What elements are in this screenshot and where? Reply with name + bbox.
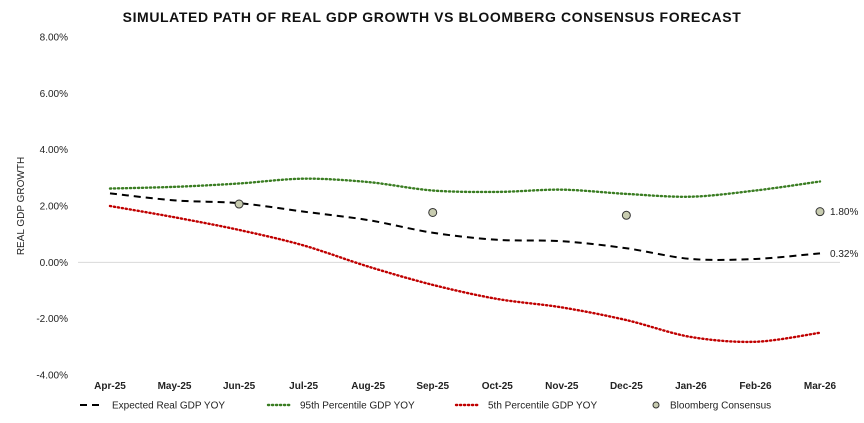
x-tick-label: Mar-26 bbox=[804, 381, 837, 392]
legend-label: Expected Real GDP YOY bbox=[112, 401, 225, 412]
bloomberg-consensus-point bbox=[815, 207, 825, 217]
y-tick-label: -4.00% bbox=[36, 371, 68, 382]
series-layer bbox=[108, 177, 825, 344]
y-tick-label: 0.00% bbox=[40, 258, 68, 269]
x-tick-label: Feb-26 bbox=[739, 381, 772, 392]
end-value-label: 1.80% bbox=[830, 207, 858, 218]
x-tick-label: Jul-25 bbox=[289, 381, 318, 392]
x-tick-label: Jan-26 bbox=[675, 381, 707, 392]
legend-label: 95th Percentile GDP YOY bbox=[300, 401, 415, 412]
y-tick-label: -2.00% bbox=[36, 314, 68, 325]
y-tick-label: 4.00% bbox=[40, 145, 68, 156]
x-tick-label: Aug-25 bbox=[351, 381, 385, 392]
chart-title: SIMULATED PATH OF REAL GDP GROWTH VS BLO… bbox=[123, 9, 742, 25]
y-tick-label: 8.00% bbox=[40, 33, 68, 44]
x-tick-label: Sep-25 bbox=[416, 381, 449, 392]
percentile-5-line bbox=[108, 204, 822, 344]
percentile-95-line bbox=[108, 177, 822, 198]
end-value-label: 0.32% bbox=[830, 249, 858, 260]
bloomberg-consensus-point bbox=[621, 210, 631, 220]
bloomberg-consensus-point bbox=[234, 199, 244, 209]
expected-gdp-line bbox=[109, 192, 821, 261]
legend-marker bbox=[652, 401, 660, 409]
y-tick-label: 2.00% bbox=[40, 202, 68, 213]
y-tick-label: 6.00% bbox=[40, 89, 68, 100]
legend: Expected Real GDP YOY 95th Percentile GDP… bbox=[80, 401, 771, 412]
x-tick-label: Apr-25 bbox=[94, 381, 126, 392]
x-tick-label: Oct-25 bbox=[482, 381, 514, 392]
annotations: 1.80% 0.32% bbox=[830, 207, 858, 260]
y-axis-ticks: 8.00% 6.00% 4.00% 2.00% 0.00% -2.00% -4.00% bbox=[36, 33, 68, 382]
x-axis-ticks: Apr-25 May-25 Jun-25 Jul-25 Aug-25 Sep-25 Oct-… bbox=[94, 381, 836, 392]
x-tick-label: Nov-25 bbox=[545, 381, 579, 392]
bloomberg-consensus-point bbox=[428, 207, 438, 217]
y-axis-label: REAL GDP GROWTH bbox=[16, 157, 27, 255]
x-tick-label: Dec-25 bbox=[610, 381, 643, 392]
legend-label: Bloomberg Consensus bbox=[670, 401, 771, 412]
x-tick-label: May-25 bbox=[158, 381, 192, 392]
x-tick-label: Jun-25 bbox=[223, 381, 256, 392]
legend-label: 5th Percentile GDP YOY bbox=[488, 401, 597, 412]
